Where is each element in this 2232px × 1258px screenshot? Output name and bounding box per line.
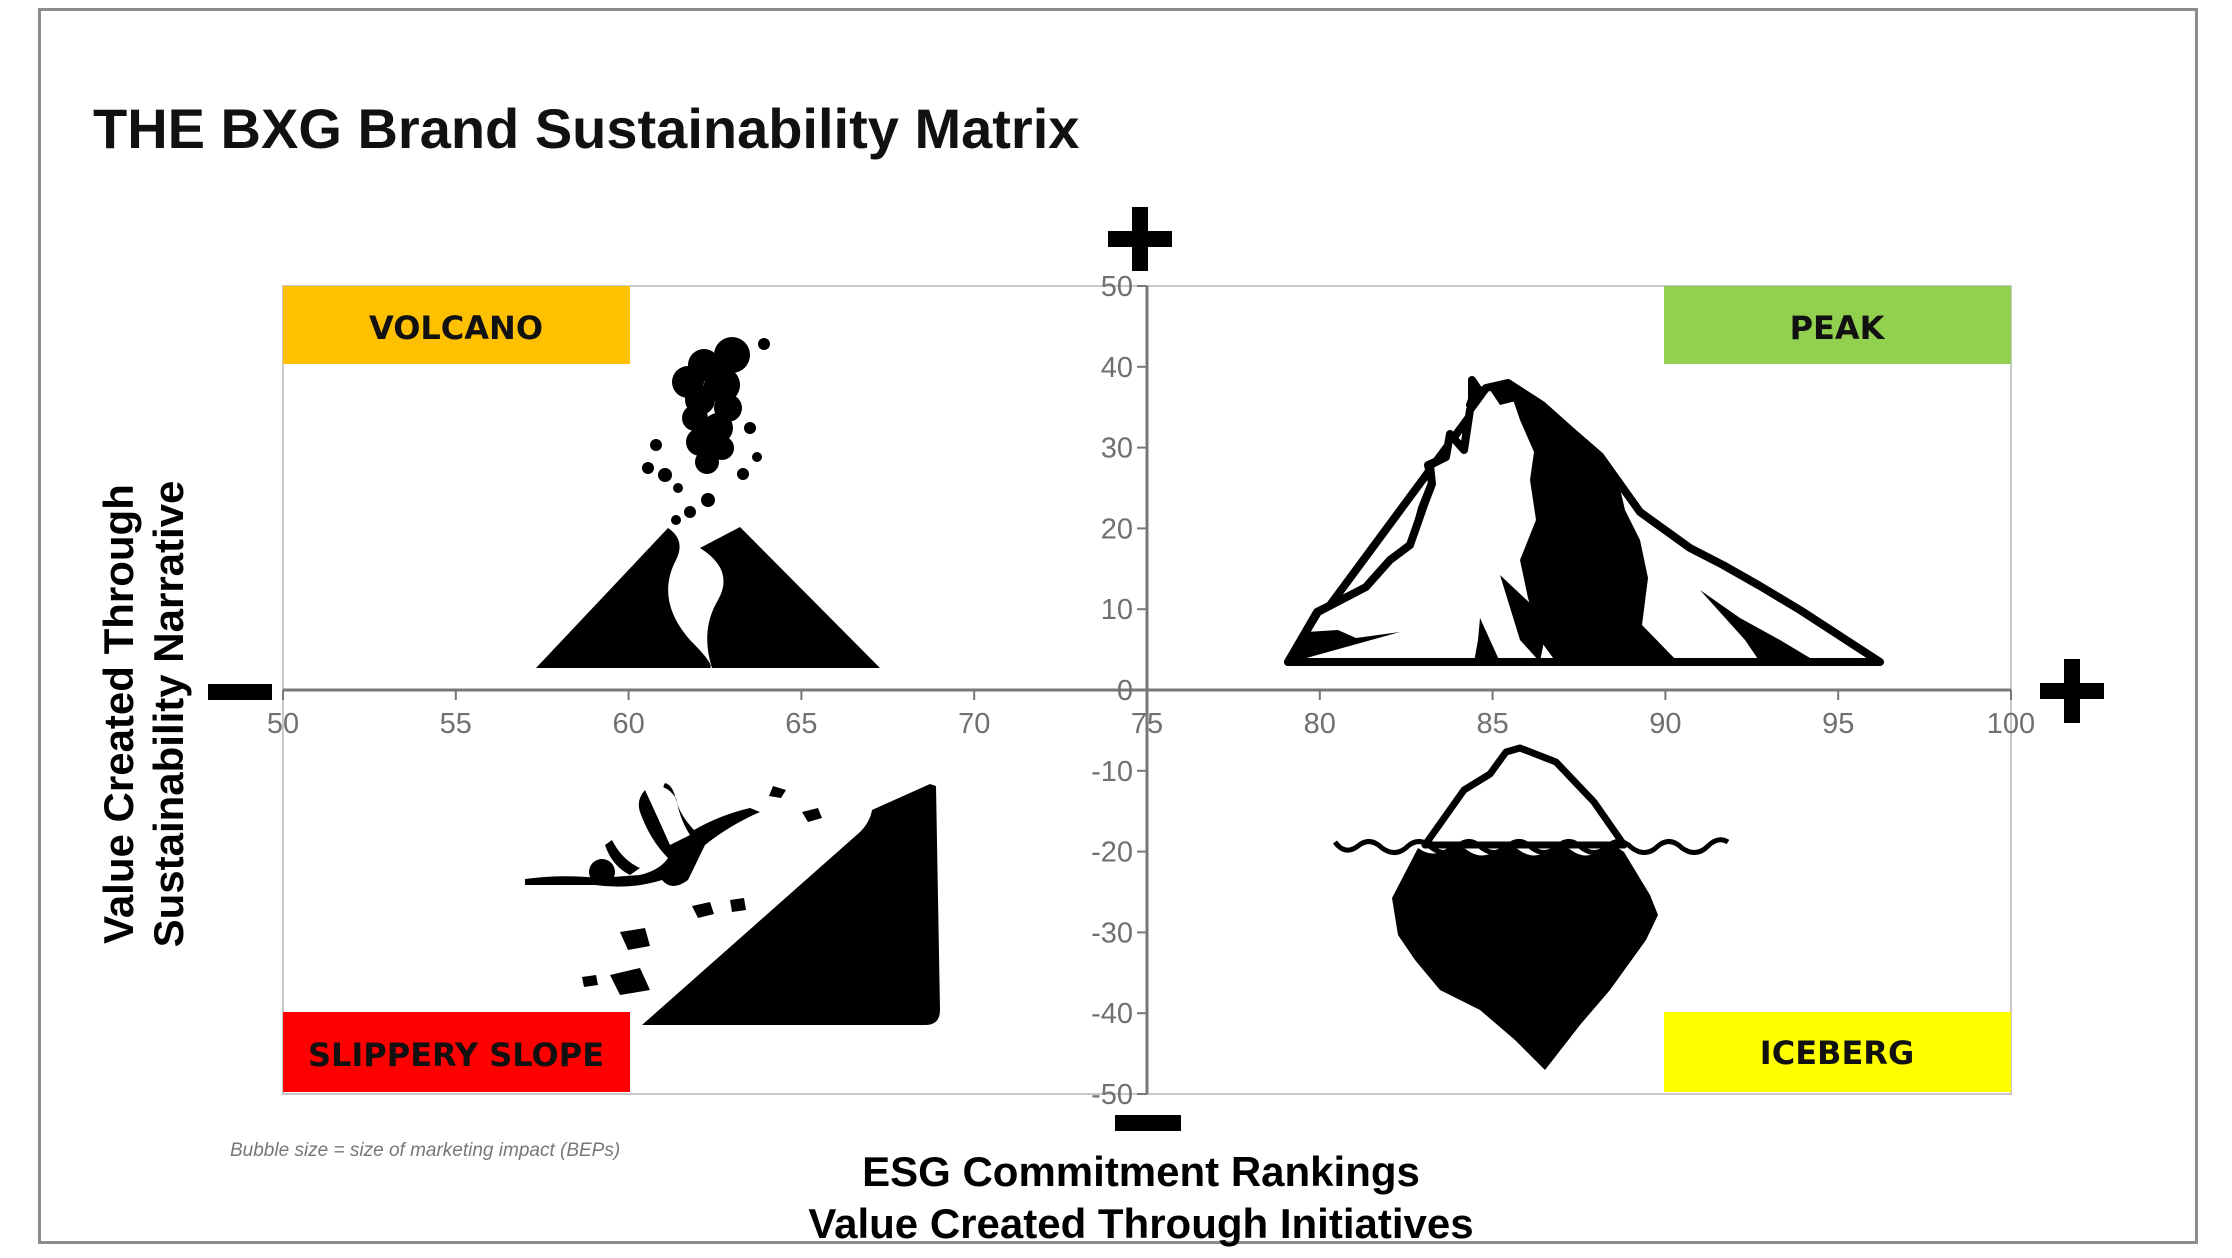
quadrant-label: VOLCANO [369,309,543,347]
quadrant-iceberg: ICEBERG [1664,1012,2011,1092]
iceberg-icon [1332,744,1730,1070]
y-tick-label: 20 [1101,513,1133,545]
quadrant-volcano: VOLCANO [283,286,630,364]
x-tick-label: 60 [612,708,644,740]
y-tick-label: 50 [1101,271,1133,303]
y-axis-title-line-1: Value Created Through [95,484,142,944]
y-axis-ticks: 50 40 30 20 10 0 -10 -20 -30 -40 -50 [1091,271,1147,1111]
x-tick-label: 70 [958,708,990,740]
y-tick-label: 30 [1101,433,1133,465]
x-axis-minus-icon [208,684,272,700]
x-tick-label: 50 [267,708,299,740]
x-tick-label: 100 [1987,708,2035,740]
y-tick-label: -20 [1091,837,1133,869]
y-tick-label: -10 [1091,756,1133,788]
quadrant-peak: PEAK [1664,286,2011,364]
y-axis-minus-icon [1115,1115,1181,1131]
x-tick-label: 95 [1822,708,1854,740]
y-tick-label: -50 [1091,1079,1133,1111]
quadrant-label-box [1664,1012,2011,1092]
x-tick-label: 85 [1476,708,1508,740]
quadrant-label-box [1664,286,2011,364]
quadrant-label: ICEBERG [1760,1034,1914,1072]
quadrant-label: PEAK [1790,309,1886,347]
quadrant-slippery-slope: SLIPPERY SLOPE [283,1012,630,1092]
y-tick-label: -40 [1091,998,1133,1030]
y-axis-title-line-2: Sustainability Narrative [145,481,192,948]
y-tick-label: 10 [1101,594,1133,626]
x-axis-plus-icon [2040,659,2104,723]
x-axis-title-line-2: Value Created Through Initiatives [808,1200,1473,1247]
x-tick-label: 55 [440,708,472,740]
x-tick-label: 65 [785,708,817,740]
falling-person-icon [525,783,940,1025]
x-axis-title-line-1: ESG Commitment Rankings [862,1148,1420,1195]
y-axis-plus-icon [1108,207,1172,271]
mountain-peak-icon [1284,376,1884,666]
quadrant-label-box [283,1012,630,1092]
x-tick-label: 90 [1649,708,1681,740]
y-tick-label: 0 [1117,675,1133,707]
quadrant-label: SLIPPERY SLOPE [308,1036,604,1074]
chart-title: THE BXG Brand Sustainability Matrix [93,97,1080,160]
quadrant-label-box [283,286,630,364]
x-tick-label: 80 [1304,708,1336,740]
x-axis-ticks: 50 55 60 65 70 75 80 85 90 95 100 [267,690,2035,740]
y-tick-label: 40 [1101,352,1133,384]
bubble-size-note: Bubble size = size of marketing impact (… [230,1140,620,1161]
volcano-icon [536,337,880,668]
y-axis-title: Value Created Through Sustainability Nar… [95,481,192,948]
x-tick-label: 75 [1131,708,1163,740]
y-tick-label: -30 [1091,917,1133,949]
